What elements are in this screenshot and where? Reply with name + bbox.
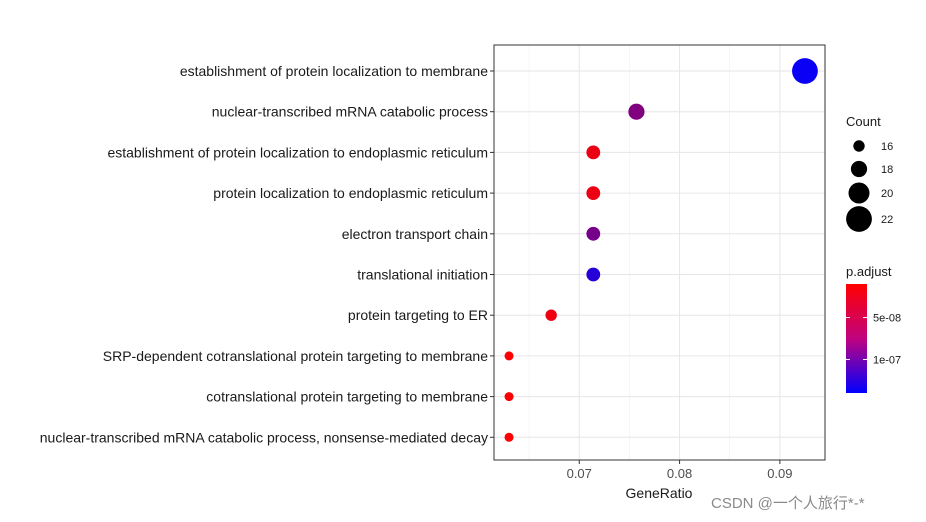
data-point bbox=[504, 392, 514, 402]
count-legend-key bbox=[853, 140, 865, 152]
x-tick-label: 0.09 bbox=[767, 466, 792, 481]
count-legend-key bbox=[848, 182, 870, 204]
x-tick-label: 0.07 bbox=[567, 466, 592, 481]
x-axis: 0.07 0.08 0.09 bbox=[567, 460, 793, 481]
p-adjust-tick-label: 1e-07 bbox=[873, 354, 901, 366]
count-legend-title: Count bbox=[846, 114, 881, 129]
y-tick-label: protein targeting to ER bbox=[348, 307, 488, 323]
count-legend: Count 16 18 20 22 bbox=[846, 114, 893, 232]
plot-panel-border bbox=[493, 44, 826, 461]
count-legend-label: 20 bbox=[881, 188, 893, 200]
y-tick-label: nuclear-transcribed mRNA catabolic proce… bbox=[40, 429, 488, 445]
count-legend-key bbox=[850, 160, 868, 178]
y-tick-label: establishment of protein localization to… bbox=[180, 63, 488, 79]
p-adjust-colorbar bbox=[846, 284, 867, 393]
y-tick-label: establishment of protein localization to… bbox=[107, 144, 488, 160]
count-legend-label: 16 bbox=[881, 141, 893, 153]
data-point bbox=[586, 145, 601, 160]
data-points bbox=[504, 58, 818, 442]
y-axis: establishment of protein localization to… bbox=[40, 63, 494, 445]
watermark: CSDN @一个人旅行*-* bbox=[711, 495, 865, 512]
y-tick-label: translational initiation bbox=[357, 267, 488, 283]
data-point bbox=[586, 186, 601, 201]
count-legend-label: 22 bbox=[881, 214, 893, 226]
y-tick-label: cotranslational protein targeting to mem… bbox=[206, 389, 488, 405]
count-legend-key bbox=[846, 206, 872, 232]
data-point bbox=[586, 267, 601, 282]
data-point bbox=[545, 309, 557, 321]
p-adjust-tick-label: 5e-08 bbox=[873, 313, 901, 325]
p-adjust-legend: p.adjust 5e-08 1e-07 bbox=[846, 264, 901, 393]
data-point bbox=[628, 103, 645, 120]
x-axis-title: GeneRatio bbox=[626, 485, 693, 501]
count-legend-label: 18 bbox=[881, 164, 893, 176]
data-point bbox=[792, 58, 818, 84]
y-tick-label: protein localization to endoplasmic reti… bbox=[213, 185, 488, 201]
y-tick-label: electron transport chain bbox=[342, 226, 488, 242]
x-tick-label: 0.08 bbox=[667, 466, 692, 481]
p-adjust-legend-title: p.adjust bbox=[846, 264, 892, 279]
y-tick-label: nuclear-transcribed mRNA catabolic proce… bbox=[212, 104, 488, 120]
grid-lines bbox=[494, 45, 825, 460]
data-point bbox=[586, 226, 601, 241]
data-point bbox=[504, 351, 514, 361]
data-point bbox=[504, 432, 514, 442]
y-tick-label: SRP-dependent cotranslational protein ta… bbox=[103, 348, 488, 364]
